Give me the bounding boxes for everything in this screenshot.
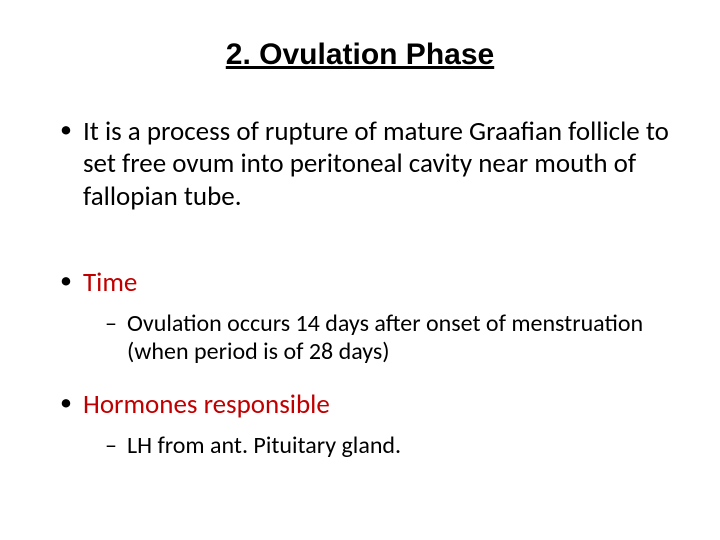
slide-container: 2. Ovulation Phase It is a process of ru… <box>0 0 720 540</box>
time-label: Time <box>83 266 137 299</box>
slide-title: 2. Ovulation Phase <box>50 38 670 72</box>
bullet-list: It is a process of rupture of mature Gra… <box>50 116 670 460</box>
bullet-definition: It is a process of rupture of mature Gra… <box>50 116 670 213</box>
hormones-label: Hormones responsible <box>83 388 330 421</box>
bullet-hormones: Hormones responsible LH from ant. Pituit… <box>50 389 670 460</box>
time-detail: Ovulation occurs 14 days after onset of … <box>105 310 670 368</box>
hormones-sublist: LH from ant. Pituitary gland. <box>83 432 670 461</box>
definition-text: It is a process of rupture of mature Gra… <box>83 115 669 213</box>
bullet-time: Time Ovulation occurs 14 days after onse… <box>50 267 670 367</box>
hormones-detail: LH from ant. Pituitary gland. <box>105 432 670 461</box>
time-sublist: Ovulation occurs 14 days after onset of … <box>83 310 670 368</box>
